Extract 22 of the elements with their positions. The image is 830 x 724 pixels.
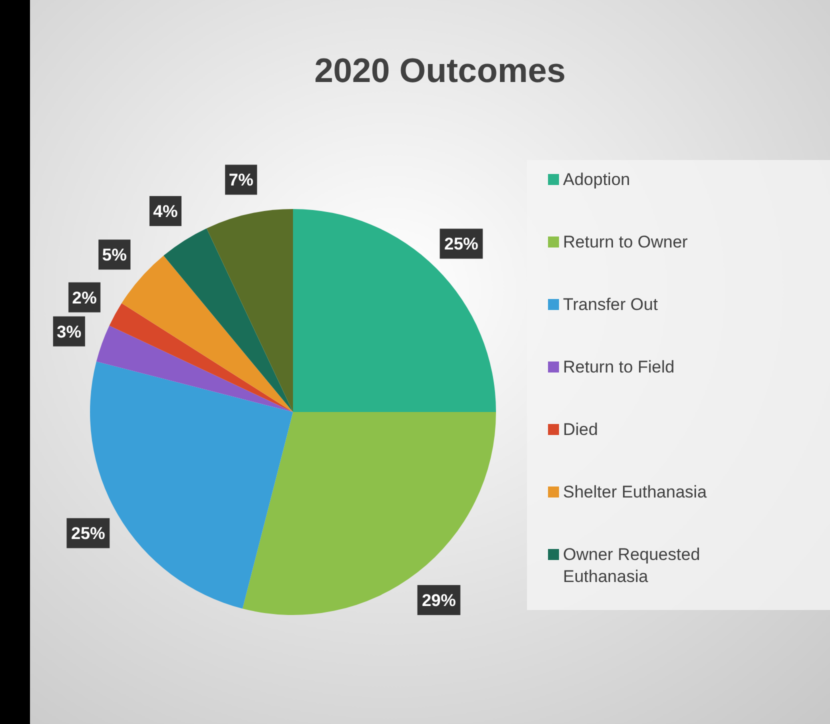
- data-label: 3%: [56, 322, 82, 342]
- data-label: 29%: [422, 591, 456, 610]
- data-label: 2%: [72, 288, 97, 308]
- legend-label: Shelter Euthanasia: [563, 482, 708, 502]
- data-label: 4%: [153, 202, 178, 222]
- pie-slice: [96, 326, 293, 412]
- data-label: 7%: [228, 170, 254, 190]
- legend-label: Owner Requested Euthanasia: [563, 545, 700, 586]
- pie-slice: [164, 228, 293, 412]
- data-label: 25%: [444, 234, 478, 254]
- legend-label: Died: [563, 420, 598, 439]
- pie-slice: [242, 412, 496, 615]
- data-label: 5%: [102, 246, 127, 265]
- pie-slice: [293, 209, 496, 412]
- pie-slice: [206, 209, 293, 412]
- legend-label: Return to Owner: [563, 232, 688, 252]
- legend-label: Adoption: [563, 170, 630, 189]
- data-label: 25%: [71, 524, 106, 544]
- legend-label: Return to Field: [563, 358, 674, 376]
- legend-label: Transfer Out: [563, 295, 658, 314]
- pie-slice: [109, 303, 293, 412]
- chart-title: 2020 Outcomes: [314, 52, 566, 90]
